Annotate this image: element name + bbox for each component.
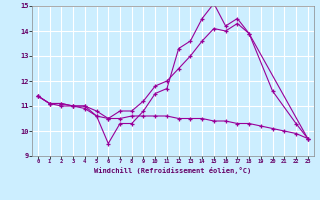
X-axis label: Windchill (Refroidissement éolien,°C): Windchill (Refroidissement éolien,°C): [94, 167, 252, 174]
